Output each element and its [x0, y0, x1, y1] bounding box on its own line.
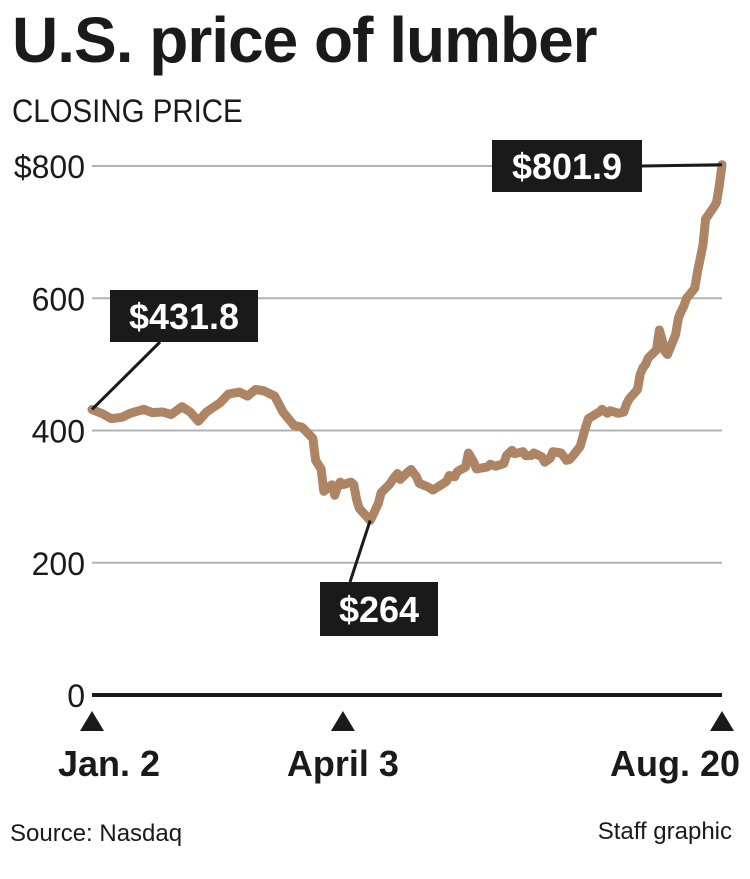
source-note: Source: Nasdaq — [10, 820, 183, 847]
callout-box — [320, 582, 438, 636]
y-tick-label: 0 — [67, 678, 85, 714]
chart-title: U.S. price of lumber — [12, 4, 598, 76]
series-layer — [87, 160, 727, 525]
y-axis-labels: 0 200 400 600 $800 — [14, 149, 85, 714]
x-tick-marker — [710, 711, 734, 731]
y-tick-label: 200 — [32, 546, 85, 582]
y-tick-label: $800 — [14, 149, 85, 185]
x-tick-marker — [330, 711, 355, 731]
x-tick-label: Jan. 2 — [58, 743, 160, 784]
annotation-layer: $431.8 $264 $801.9 — [90, 140, 723, 636]
callout-box — [492, 140, 642, 192]
callout-label: $801.9 — [512, 146, 622, 187]
x-tick-label: Aug. 20 — [610, 743, 740, 784]
x-axis: Jan. 2 April 3 Aug. 20 — [58, 693, 740, 784]
callout-box — [110, 290, 258, 342]
y-tick-label: 600 — [32, 281, 85, 317]
x-tick-label: April 3 — [287, 743, 399, 784]
chart-subtitle: CLOSING PRICE — [12, 93, 243, 129]
callout-label: $431.8 — [129, 296, 239, 337]
grid-layer — [92, 165, 722, 564]
callout-leader — [641, 163, 723, 168]
x-tick-marker — [80, 711, 104, 731]
callout-leader — [348, 519, 372, 583]
credit-note: Staff graphic — [597, 818, 732, 845]
y-tick-label: 400 — [32, 414, 85, 450]
callout-label: $264 — [339, 589, 419, 630]
callout-leader — [90, 340, 162, 411]
price-series-line — [87, 160, 727, 525]
